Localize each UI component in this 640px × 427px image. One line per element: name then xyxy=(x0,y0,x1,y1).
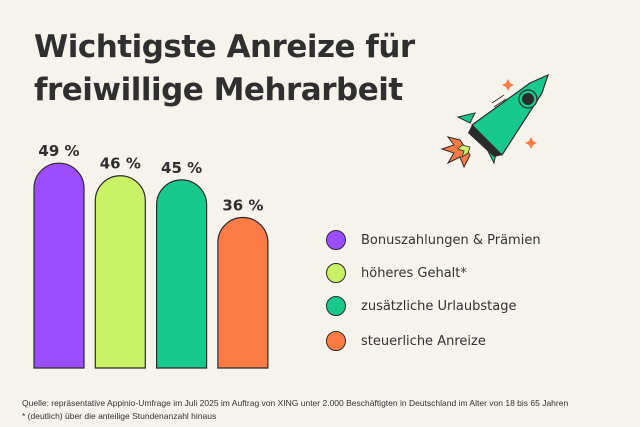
legend-item: höheres Gehalt* xyxy=(326,263,467,283)
bar xyxy=(94,175,146,369)
legend-swatch xyxy=(326,263,346,283)
chart-title: Wichtigste Anreize für freiwillige Mehra… xyxy=(34,26,415,112)
data-label: 45 % xyxy=(161,159,202,177)
legend-swatch xyxy=(326,230,346,250)
legend-item: steuerliche Anreize xyxy=(326,331,486,351)
legend-item: Bonuszahlungen & Prämien xyxy=(326,230,541,250)
legend-item: zusätzliche Urlaubstage xyxy=(326,296,516,316)
legend-label: höheres Gehalt* xyxy=(361,265,467,281)
title-line-1: Wichtigste Anreize für xyxy=(34,29,415,65)
bar xyxy=(156,179,208,369)
bar xyxy=(33,162,85,369)
legend-swatch xyxy=(326,296,346,316)
legend-label: steuerliche Anreize xyxy=(361,333,486,349)
data-label: 46 % xyxy=(100,155,141,173)
legend-swatch xyxy=(326,331,346,351)
legend-label: zusätzliche Urlaubstage xyxy=(361,298,517,314)
data-label: 36 % xyxy=(222,197,263,215)
legend-label: Bonuszahlungen & Prämien xyxy=(361,232,541,248)
source-note: Quelle: repräsentative Appinio-Umfrage i… xyxy=(22,398,569,408)
title-line-2: freiwillige Mehrarbeit xyxy=(34,72,403,108)
data-label: 49 % xyxy=(38,142,79,160)
footnote: * (deutlich) über die anteilige Stundena… xyxy=(22,411,217,421)
rocket-icon xyxy=(440,73,549,169)
bar xyxy=(217,217,269,369)
